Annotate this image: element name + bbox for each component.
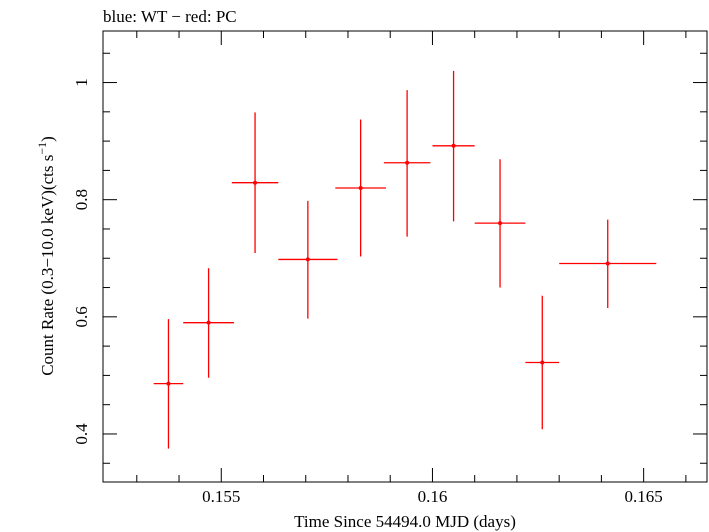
point-marker — [498, 221, 503, 226]
point-marker — [166, 381, 171, 386]
y-axis-label-close: ) — [38, 136, 57, 142]
y-tick-label: 0.4 — [72, 423, 91, 445]
data-point — [153, 319, 184, 449]
data-points — [153, 70, 657, 449]
data-point — [335, 119, 386, 257]
x-axis-label: Time Since 54494.0 MJD (days) — [294, 512, 516, 531]
y-tick-label: 1 — [72, 78, 91, 87]
y-axis-label: Count Rate (0.3−10.0 keV)(cts s−1) — [35, 136, 57, 376]
data-point — [559, 219, 657, 309]
plot-frame — [102, 30, 708, 483]
y-axis-label-superscript: −1 — [35, 142, 49, 155]
point-marker — [206, 320, 211, 325]
x-tick-label: 0.165 — [625, 487, 663, 506]
point-marker — [451, 143, 456, 148]
data-point — [474, 159, 526, 288]
point-marker — [405, 160, 410, 165]
point-marker — [358, 185, 363, 190]
data-point — [183, 268, 234, 378]
y-tick-label: 0.6 — [72, 306, 91, 327]
axis-ticks — [103, 31, 707, 482]
data-point — [525, 295, 560, 430]
data-point — [231, 112, 279, 253]
data-point — [432, 70, 475, 222]
data-point — [278, 200, 338, 319]
x-tick-label: 0.155 — [202, 487, 240, 506]
y-tick-labels: 0.4 0.6 0.8 1 — [72, 78, 91, 444]
point-marker — [305, 257, 310, 262]
x-tick-labels: 0.155 0.16 0.165 — [202, 487, 663, 506]
point-marker — [540, 360, 545, 365]
point-marker — [605, 261, 610, 266]
data-point — [383, 90, 431, 237]
y-axis-label-main: Count Rate (0.3−10.0 keV)(cts s — [38, 155, 57, 376]
x-tick-label: 0.16 — [418, 487, 448, 506]
point-marker — [253, 180, 258, 185]
y-tick-label: 0.8 — [72, 189, 91, 210]
chart-title: blue: WT − red: PC — [103, 7, 237, 26]
